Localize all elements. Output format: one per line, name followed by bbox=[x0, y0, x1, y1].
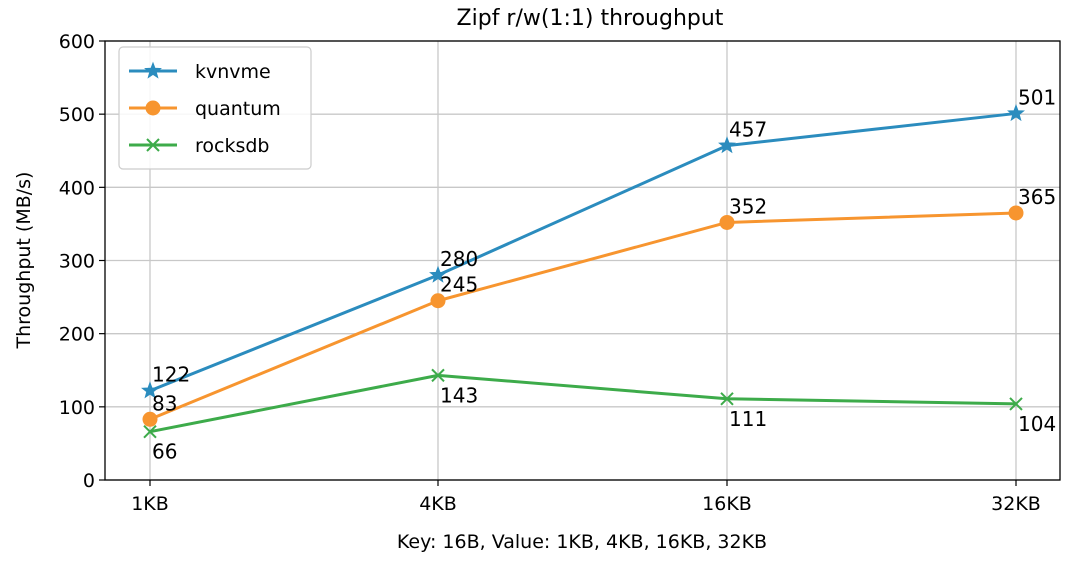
data-point-quantum bbox=[719, 214, 735, 230]
series-group bbox=[141, 104, 1025, 439]
x-tick-label: 32KB bbox=[991, 493, 1041, 515]
x-tick-label: 4KB bbox=[419, 493, 457, 515]
data-point-rocksdb bbox=[143, 425, 157, 439]
data-point-kvnvme bbox=[718, 136, 736, 154]
y-tick-label: 0 bbox=[83, 470, 95, 492]
data-point-rocksdb bbox=[720, 392, 734, 406]
data-labels: 122 280 457 501 83 245 352 365 66 143 111 104 bbox=[152, 85, 1056, 463]
legend-marker-rocksdb bbox=[146, 138, 160, 152]
data-point-kvnvme bbox=[141, 381, 159, 399]
legend-label-kvnvme: kvnvme bbox=[195, 61, 271, 83]
x-marker-stroke bbox=[146, 138, 160, 152]
data-label-kvnvme: 280 bbox=[440, 247, 478, 271]
data-label-rocksdb: 66 bbox=[152, 440, 177, 464]
y-tick-label: 100 bbox=[59, 397, 95, 419]
chart-title: Zipf r/w(1:1) throughput bbox=[457, 6, 724, 31]
data-point-quantum bbox=[1008, 205, 1024, 221]
legend-label-quantum: quantum bbox=[195, 98, 281, 120]
y-tick-label: 600 bbox=[59, 31, 95, 53]
series-line-quantum bbox=[149, 211, 1017, 421]
y-axis-label: Throughput (MB/s) bbox=[13, 172, 35, 350]
data-label-kvnvme: 122 bbox=[152, 363, 190, 387]
x-axis-label: Key: 16B, Value: 1KB, 4KB, 16KB, 32KB bbox=[397, 531, 767, 553]
data-point-quantum bbox=[142, 411, 158, 427]
data-label-rocksdb: 104 bbox=[1018, 412, 1056, 436]
data-label-rocksdb: 143 bbox=[440, 383, 478, 407]
legend-box bbox=[118, 46, 312, 170]
x-marker-stroke bbox=[1009, 397, 1023, 411]
data-label-kvnvme: 457 bbox=[729, 118, 767, 142]
x-marker-stroke bbox=[431, 368, 445, 383]
x-marker-stroke bbox=[143, 425, 157, 439]
data-label-quantum: 352 bbox=[729, 194, 767, 218]
series-line-rocksdb bbox=[149, 373, 1017, 434]
x-tick-label: 16KB bbox=[702, 493, 752, 515]
data-label-kvnvme: 501 bbox=[1018, 85, 1056, 109]
data-label-quantum: 83 bbox=[152, 391, 177, 415]
data-point-kvnvme bbox=[429, 265, 447, 283]
y-axis-ticks: 0 100 200 300 400 500 600 bbox=[59, 31, 105, 492]
y-tick-label: 500 bbox=[59, 104, 95, 126]
data-label-quantum: 365 bbox=[1018, 185, 1056, 209]
data-point-rocksdb bbox=[1009, 397, 1023, 411]
legend-marker-quantum bbox=[145, 100, 161, 116]
data-point-kvnvme bbox=[1007, 104, 1025, 122]
data-point-rocksdb bbox=[431, 368, 445, 383]
plot-frame bbox=[104, 40, 1061, 481]
series-line-kvnvme bbox=[149, 111, 1017, 393]
legend-label-rocksdb: rocksdb bbox=[195, 135, 270, 157]
data-label-quantum: 245 bbox=[440, 273, 478, 297]
y-tick-label: 300 bbox=[59, 251, 95, 273]
x-marker-stroke bbox=[720, 392, 734, 406]
data-point-quantum bbox=[430, 293, 446, 309]
y-tick-label: 400 bbox=[59, 177, 95, 199]
y-tick-label: 200 bbox=[59, 324, 95, 346]
x-tick-label: 1KB bbox=[131, 493, 169, 515]
data-label-rocksdb: 111 bbox=[729, 407, 767, 431]
legend: kvnvme quantum rocksdb bbox=[118, 46, 312, 170]
legend-marker-kvnvme bbox=[144, 61, 162, 79]
x-axis-ticks: 1KB 4KB 16KB 32KB bbox=[131, 480, 1041, 515]
